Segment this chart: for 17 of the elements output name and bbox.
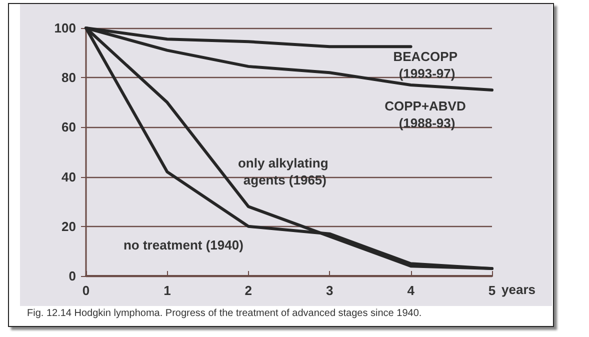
x-tick-label: 4 bbox=[407, 283, 416, 298]
series-label: COPP+ABVD (1988-93) bbox=[384, 98, 470, 130]
y-tick-label: 100 bbox=[54, 20, 76, 36]
y-tick-label: 20 bbox=[62, 218, 76, 234]
x-tick-label: 5 bbox=[488, 283, 496, 298]
y-tick-label: 0 bbox=[68, 268, 76, 284]
x-tick-label: 1 bbox=[164, 283, 171, 298]
x-axis-title: years bbox=[502, 282, 536, 297]
y-tick-label: 60 bbox=[62, 120, 76, 135]
series-label: BEACOPP (1993-97) bbox=[393, 48, 461, 81]
series-label: no treatment (1940) bbox=[123, 237, 244, 252]
y-tick-label: 40 bbox=[62, 169, 76, 184]
caption: Fig. 12.14 Hodgkin lymphoma. Progress of the treatment of advanced stages since 1940. bbox=[27, 308, 422, 319]
x-tick-label: 0 bbox=[82, 283, 90, 298]
y-tick-label: 80 bbox=[62, 70, 76, 86]
x-tick-label: 2 bbox=[244, 283, 252, 298]
x-tick-label: 3 bbox=[326, 283, 334, 298]
